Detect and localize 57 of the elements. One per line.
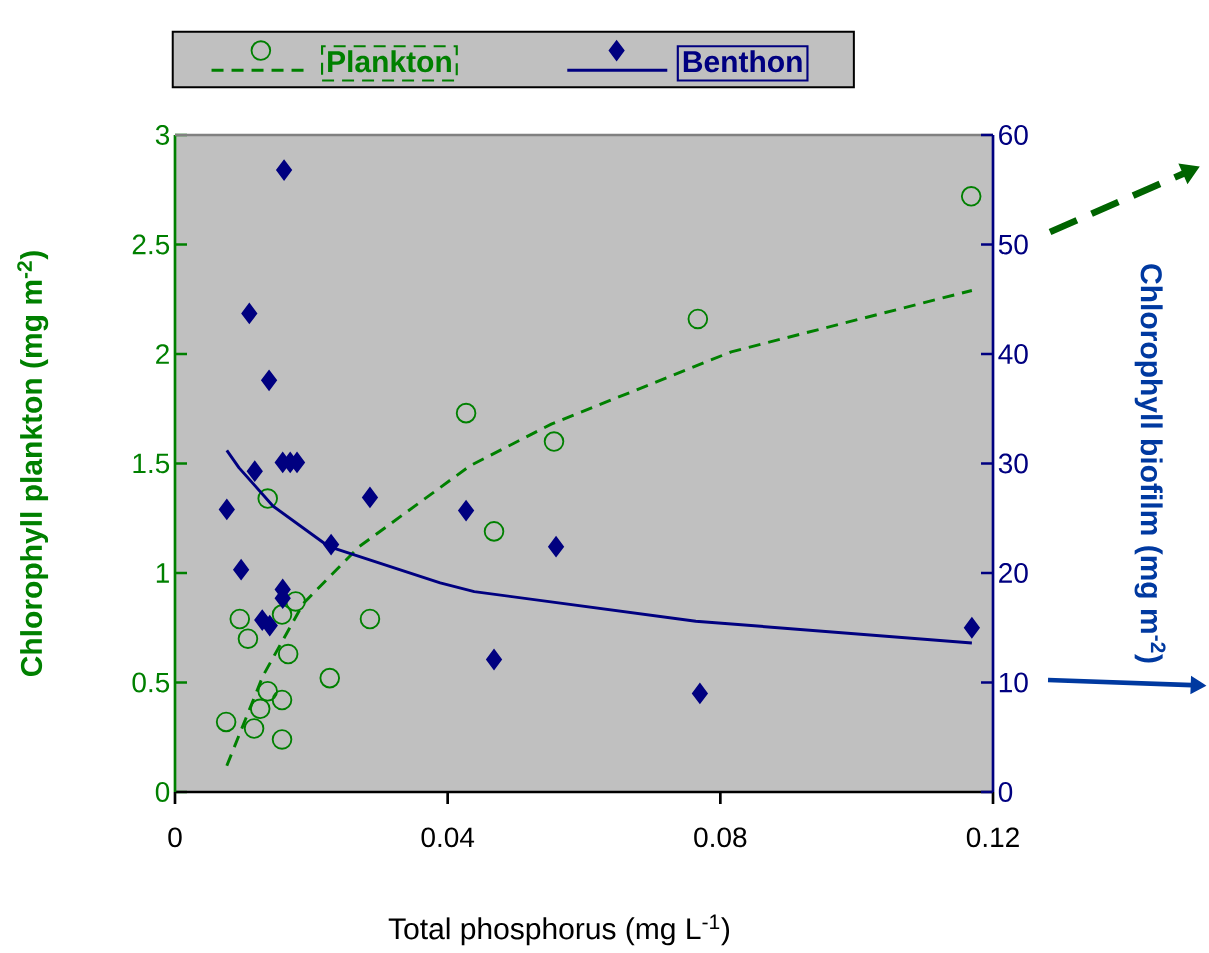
point [323,534,340,555]
legend-label: Plankton [328,50,451,73]
legend-label: Benthon [683,50,802,73]
point [257,680,278,702]
point [687,308,709,330]
y2-tick-label: 50 [998,234,1028,255]
point [271,729,293,750]
y-axis-title: Chlorophyll plankton (mg m$^{-2}$) [17,251,49,677]
y2-tick-label: 40 [998,344,1028,364]
y2-tick-label: 20 [999,563,1028,583]
line-series [225,448,974,645]
y-tick-label: 2 [156,344,169,364]
point [960,186,982,207]
y-tick-label: 3 [155,125,170,145]
point [229,608,251,630]
y2-tick-label: 30 [998,453,1028,474]
y2-axis-title: Chlorophyll biofilm (mg m$^{-2}$) [1134,264,1166,663]
point [246,460,263,482]
point [362,487,378,508]
point [285,591,306,612]
x-tick-label: 0.04 [421,827,475,848]
point [271,604,293,625]
y2-tick-label: 0 [998,782,1013,802]
line-series [225,289,974,768]
point [215,711,237,733]
y2-tick-label: 60 [999,125,1028,145]
y-tick-label: 1 [156,563,169,583]
y-tick-label: 1.5 [133,453,170,474]
x-tick-label: 0.12 [966,827,1019,848]
point [458,500,475,521]
point [218,499,235,520]
point [261,615,278,636]
point [455,402,477,424]
point [691,683,708,704]
point [257,488,278,509]
point [483,521,505,542]
point [233,559,250,580]
point [237,628,259,649]
point [543,431,565,452]
point [548,536,564,557]
point [261,370,278,391]
x-axis-title: Total phosphorus (mg L$^{-1}$) [388,914,730,946]
point [277,643,299,665]
point [963,617,980,639]
point [359,608,381,630]
y-tick-label: 2.5 [132,234,170,255]
y-tick-label: 0 [155,782,170,802]
point [249,698,271,720]
point [271,689,293,711]
y-tick-label: 0.5 [132,672,170,693]
point [486,649,502,670]
x-tick-label: 0.08 [694,827,747,848]
point [276,159,293,181]
point [241,303,258,324]
point [243,718,265,739]
y2-tick-label: 10 [999,672,1028,693]
point [319,667,341,689]
